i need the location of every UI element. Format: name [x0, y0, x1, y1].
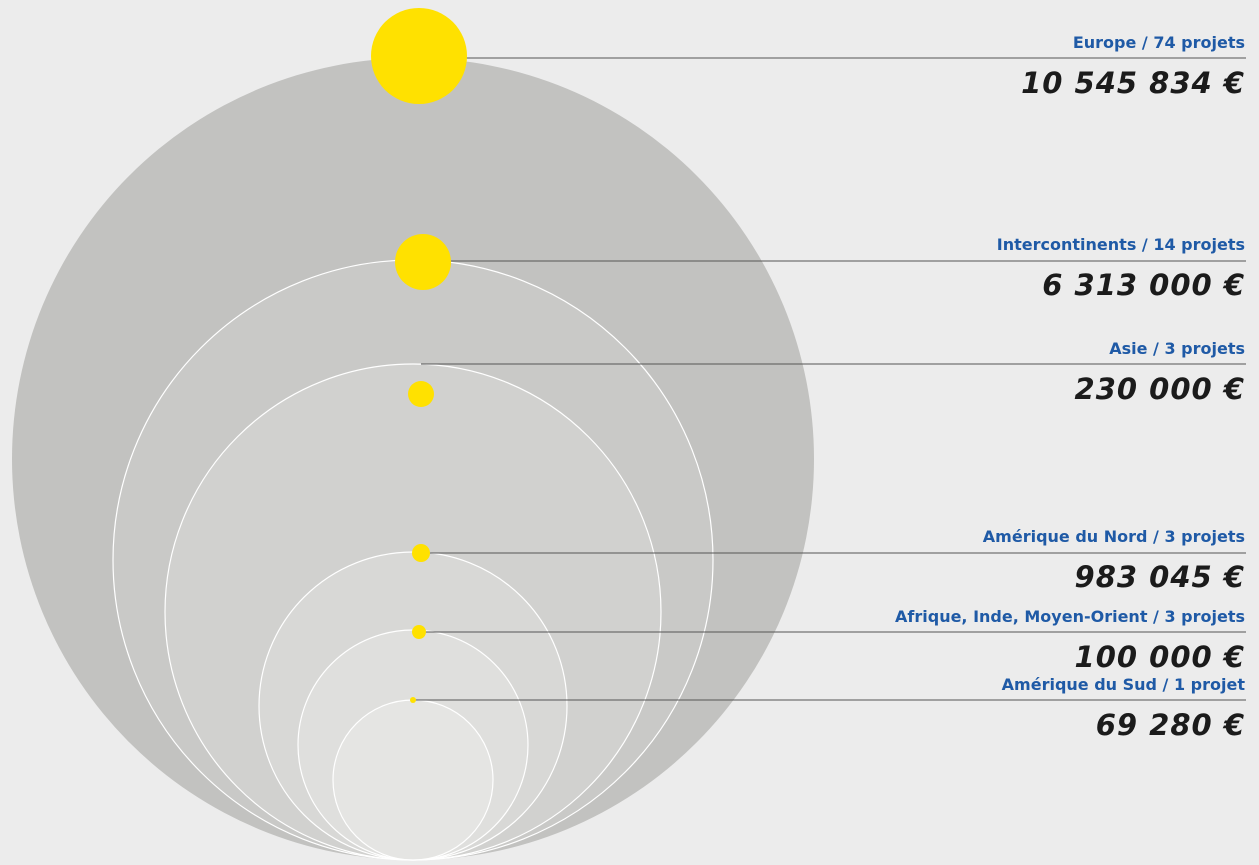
marker-amerique-du-sud [410, 697, 416, 703]
marker-europe [371, 8, 467, 104]
marker-asie [408, 381, 434, 407]
label-amerique-du-nord: Amérique du Nord / 3 projets [982, 527, 1245, 546]
label-afrique-inde-moyen-orient: Afrique, Inde, Moyen-Orient / 3 projets [895, 607, 1245, 626]
marker-afrique-inde-moyen-orient [412, 625, 426, 639]
amount-intercontinents: 6 313 000 € [1042, 268, 1245, 302]
marker-intercontinents [395, 234, 451, 290]
amount-asie: 230 000 € [1074, 372, 1245, 406]
amount-amerique-du-sud: 69 280 € [1095, 708, 1245, 742]
label-amerique-du-sud: Amérique du Sud / 1 projet [1001, 675, 1245, 694]
amount-amerique-du-nord: 983 045 € [1074, 560, 1245, 594]
marker-amerique-du-nord [412, 544, 430, 562]
label-intercontinents: Intercontinents / 14 projets [996, 235, 1245, 254]
label-asie: Asie / 3 projets [1109, 339, 1245, 358]
amount-europe: 10 545 834 € [1021, 66, 1245, 100]
amount-afrique-inde-moyen-orient: 100 000 € [1074, 640, 1245, 674]
bubble-amerique-du-sud [332, 699, 494, 861]
label-europe: Europe / 74 projets [1072, 33, 1245, 52]
